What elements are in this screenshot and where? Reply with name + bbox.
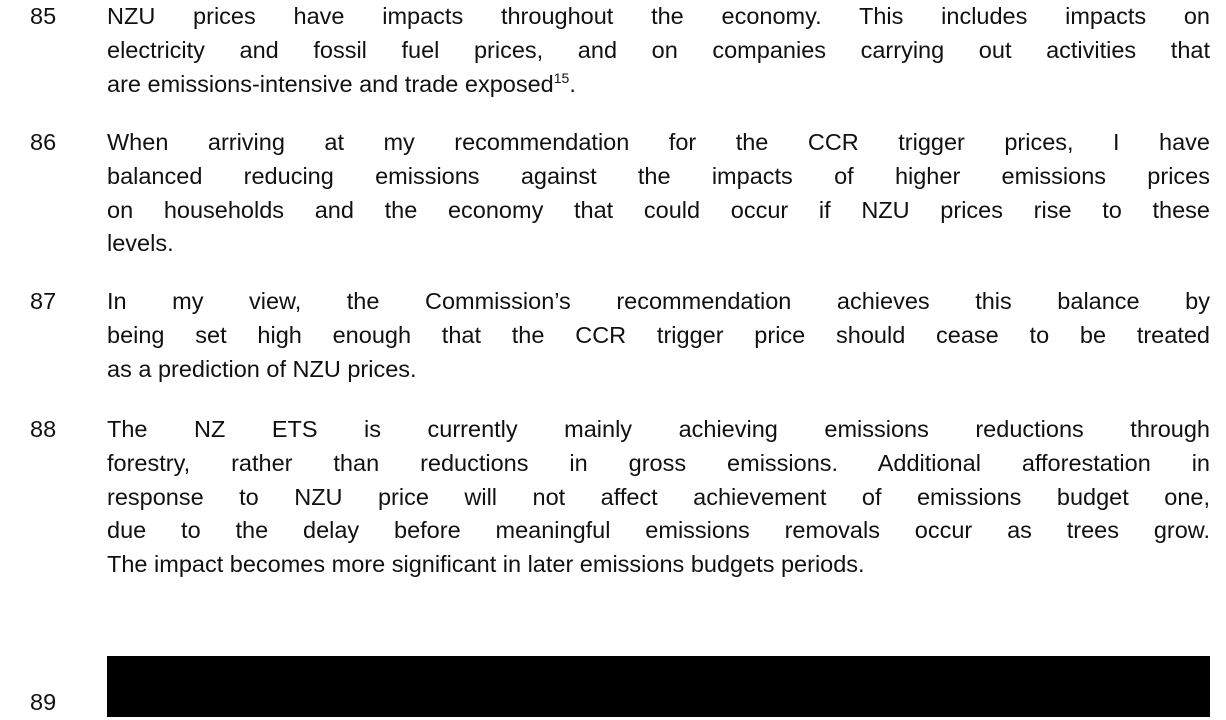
text-line: as a prediction of NZU prices. [107, 353, 1210, 387]
text-span: When arriving at my recommendation for t… [107, 129, 1210, 155]
text-span: electricity and fossil fuel prices, and … [107, 36, 1210, 63]
text-line: forestry, rather than reductions in gros… [107, 447, 1210, 481]
text-line: The impact becomes more significant in l… [107, 548, 1210, 582]
paragraph-text: The NZ ETS is currently mainly achieving… [107, 413, 1210, 582]
footnote-ref: 15 [553, 69, 570, 86]
text-line: due to the delay before meaningful emiss… [107, 514, 1210, 548]
text-line: NZU prices have impacts throughout the e… [107, 0, 1210, 34]
text-span: as a prediction of NZU prices. [107, 355, 417, 382]
text-line: response to NZU price will not affect ac… [107, 481, 1210, 515]
text-span: The NZ ETS is currently mainly achieving… [107, 416, 1210, 442]
text-span: balanced reducing emissions against the … [107, 162, 1210, 189]
text-span: due to the delay before meaningful emiss… [107, 517, 1210, 544]
text-line: being set high enough that the CCR trigg… [107, 319, 1210, 353]
text-line: The NZ ETS is currently mainly achieving… [107, 413, 1210, 447]
text-span: levels. [107, 230, 174, 257]
text-span: response to NZU price will not affect ac… [107, 483, 1210, 510]
text-span: In my view, the Commission’s recommendat… [107, 288, 1210, 314]
paragraph-number: 87 [30, 288, 57, 314]
text-span: forestry, rather than reductions in gros… [107, 449, 1210, 476]
text-span: on households and the economy that could… [107, 196, 1210, 223]
text-line: electricity and fossil fuel prices, and … [107, 34, 1210, 68]
redaction-box [107, 656, 1210, 717]
text-line: on households and the economy that could… [107, 194, 1210, 228]
text-span: NZU prices have impacts throughout the e… [107, 3, 1210, 29]
paragraph-text: NZU prices have impacts throughout the e… [107, 0, 1210, 101]
text-span: The impact becomes more significant in l… [107, 551, 865, 578]
paragraph-number: 88 [30, 416, 57, 442]
text-span: . [569, 70, 576, 97]
text-span: being set high enough that the CCR trigg… [107, 321, 1210, 348]
paragraph-number: 89 [30, 689, 57, 715]
paragraph-number: 86 [30, 129, 57, 155]
text-line: When arriving at my recommendation for t… [107, 126, 1210, 160]
paragraph-text: When arriving at my recommendation for t… [107, 126, 1210, 261]
text-line: are emissions-intensive and trade expose… [107, 68, 1210, 102]
text-line: levels. [107, 227, 1210, 261]
paragraph-number: 85 [30, 3, 57, 29]
text-line: In my view, the Commission’s recommendat… [107, 285, 1210, 319]
text-line: balanced reducing emissions against the … [107, 160, 1210, 194]
text-span: are emissions-intensive and trade expose… [107, 70, 554, 97]
paragraph-text: In my view, the Commission’s recommendat… [107, 285, 1210, 386]
